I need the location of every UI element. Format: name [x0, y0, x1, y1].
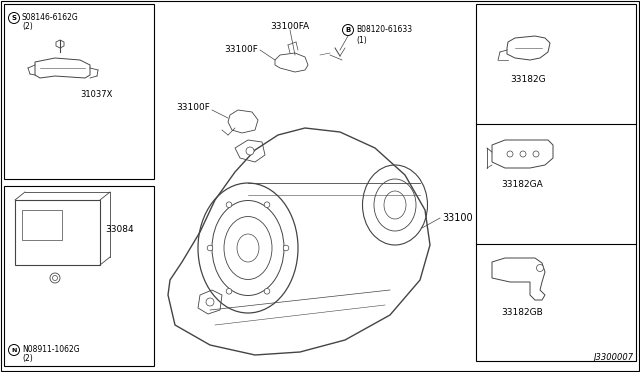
Text: (2): (2) — [22, 355, 33, 363]
Circle shape — [507, 151, 513, 157]
Circle shape — [8, 13, 19, 23]
Circle shape — [533, 151, 539, 157]
Bar — [476, 4, 636, 361]
Text: B: B — [346, 27, 351, 33]
Circle shape — [520, 151, 526, 157]
Circle shape — [50, 273, 60, 283]
Circle shape — [246, 147, 254, 155]
Bar — [4, 186, 154, 366]
Circle shape — [8, 344, 19, 356]
Text: 33100FA: 33100FA — [271, 22, 310, 31]
Circle shape — [52, 276, 58, 280]
Bar — [4, 4, 154, 179]
Circle shape — [536, 264, 543, 272]
Text: (1): (1) — [356, 35, 367, 45]
Bar — [15, 200, 100, 265]
Text: 33100: 33100 — [442, 213, 472, 223]
Circle shape — [206, 298, 214, 306]
Text: S: S — [12, 15, 17, 21]
Text: N: N — [12, 347, 17, 353]
Circle shape — [264, 289, 270, 294]
Circle shape — [342, 25, 353, 35]
Text: 33100F: 33100F — [224, 45, 258, 55]
Text: S08146-6162G: S08146-6162G — [22, 13, 79, 22]
Circle shape — [226, 202, 232, 208]
Text: 33100F: 33100F — [176, 103, 210, 112]
Text: 33182GB: 33182GB — [501, 308, 543, 317]
Text: (2): (2) — [22, 22, 33, 32]
Text: 33182G: 33182G — [510, 75, 546, 84]
Text: 33084: 33084 — [105, 225, 134, 234]
Circle shape — [226, 289, 232, 294]
Text: 31037X: 31037X — [80, 90, 113, 99]
Text: N08911-1062G: N08911-1062G — [22, 346, 79, 355]
Text: J3300007: J3300007 — [594, 353, 634, 362]
Circle shape — [283, 245, 289, 251]
Text: 33182GA: 33182GA — [501, 180, 543, 189]
Bar — [22, 210, 62, 240]
Circle shape — [207, 245, 212, 251]
Circle shape — [264, 202, 270, 208]
Text: B08120-61633: B08120-61633 — [356, 26, 412, 35]
